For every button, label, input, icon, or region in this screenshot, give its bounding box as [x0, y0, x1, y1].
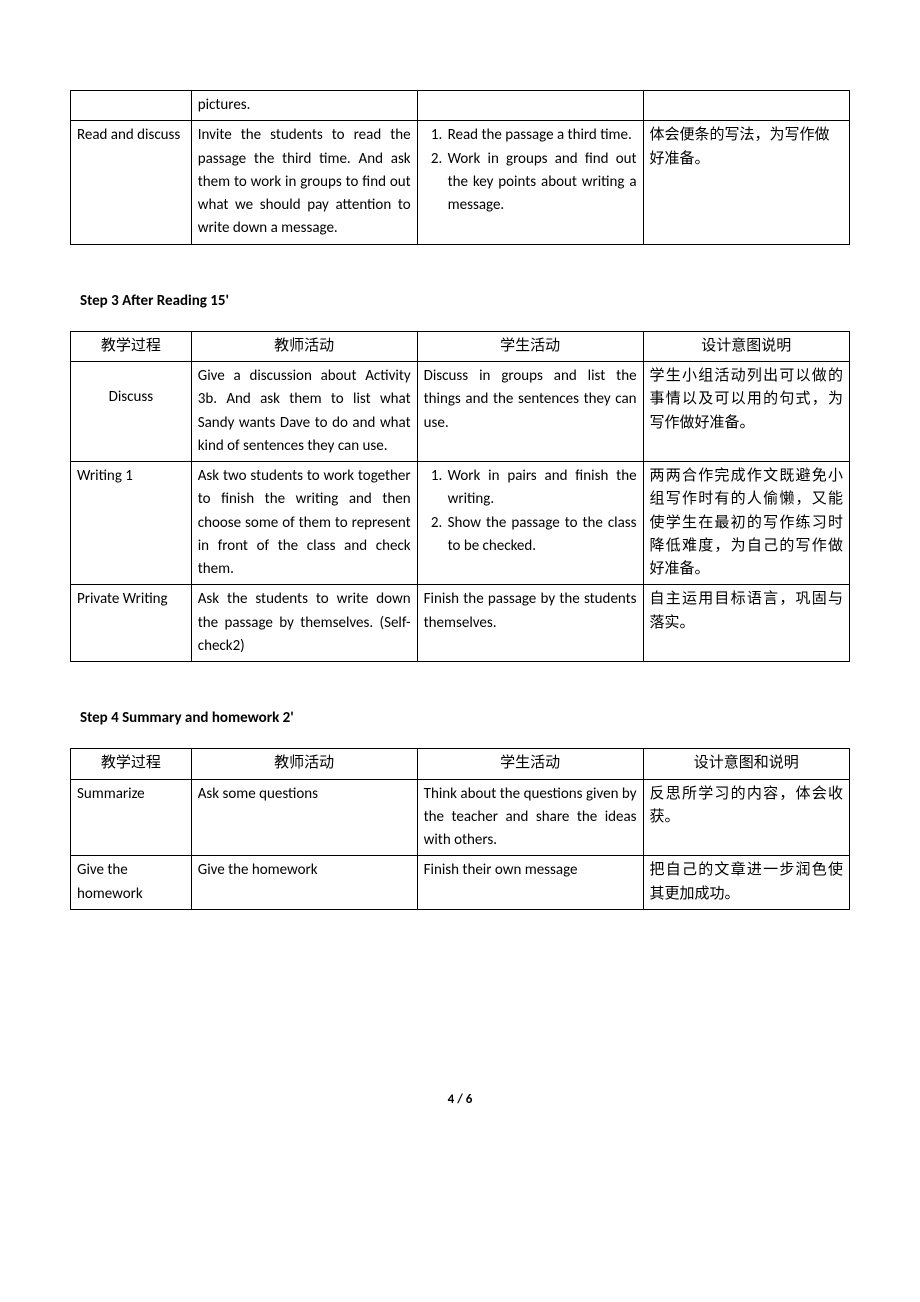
col-header-teacher: 教师活动: [191, 331, 417, 361]
cell-rationale: [643, 91, 849, 121]
col-header-rationale: 设计意图和说明: [643, 749, 849, 779]
cell-rationale: 两两合作完成作文既避免小组写作时有的人偷懒，又能使学生在最初的写作练习时降低难度…: [643, 462, 849, 585]
col-header-process: 教学过程: [71, 749, 192, 779]
table-step3: 教学过程 教师活动 学生活动 设计意图说明 Discuss Give a dis…: [70, 331, 850, 662]
table-step4: 教学过程 教师活动 学生活动 设计意图和说明 Summarize Ask som…: [70, 748, 850, 910]
page-number: 4 / 6: [70, 1090, 850, 1110]
cell-process: Private Writing: [71, 585, 192, 662]
cell-rationale: 自主运用目标语言，巩固与落实。: [643, 585, 849, 662]
cell-student: Read the passage a third time. Work in g…: [417, 121, 643, 244]
col-header-rationale: 设计意图说明: [643, 331, 849, 361]
cell-process: Read and discuss: [71, 121, 192, 244]
cell-teacher: Ask two students to work together to fin…: [191, 462, 417, 585]
list-item: Work in pairs and finish the writing.: [446, 465, 637, 512]
table-header-row: 教学过程 教师活动 学生活动 设计意图和说明: [71, 749, 850, 779]
cell-rationale: 体会便条的写法，为写作做好准备。: [643, 121, 849, 244]
table-row: Private Writing Ask the students to writ…: [71, 585, 850, 662]
col-header-process: 教学过程: [71, 331, 192, 361]
list-item: Show the passage to the class to be chec…: [446, 512, 637, 559]
table-row: Discuss Give a discussion about Activity…: [71, 362, 850, 462]
table-step2-continued: pictures. Read and discuss Invite the st…: [70, 90, 850, 245]
cell-teacher: Invite the students to read the passage …: [191, 121, 417, 244]
cell-process: Give the homework: [71, 856, 192, 910]
cell-rationale: 把自己的文章进一步润色使其更加成功。: [643, 856, 849, 910]
table-row: Give the homework Give the homework Fini…: [71, 856, 850, 910]
cell-process: Discuss: [71, 362, 192, 462]
cell-teacher: Give a discussion about Activity 3b. And…: [191, 362, 417, 462]
table-row: pictures.: [71, 91, 850, 121]
cell-rationale: 反思所学习的内容，体会收获。: [643, 779, 849, 856]
col-header-student: 学生活动: [417, 749, 643, 779]
list-item: Read the passage a third time.: [446, 124, 637, 147]
step4-heading: Step 4 Summary and homework 2': [80, 707, 850, 730]
cell-process: Writing 1: [71, 462, 192, 585]
col-header-student: 学生活动: [417, 331, 643, 361]
cell-teacher: Ask the students to write down the passa…: [191, 585, 417, 662]
cell-student: [417, 91, 643, 121]
cell-teacher: pictures.: [191, 91, 417, 121]
table-header-row: 教学过程 教师活动 学生活动 设计意图说明: [71, 331, 850, 361]
cell-student: Think about the questions given by the t…: [417, 779, 643, 856]
cell-process: Summarize: [71, 779, 192, 856]
cell-student: Finish their own message: [417, 856, 643, 910]
cell-process: [71, 91, 192, 121]
cell-student: Work in pairs and finish the writing. Sh…: [417, 462, 643, 585]
cell-teacher: Give the homework: [191, 856, 417, 910]
col-header-teacher: 教师活动: [191, 749, 417, 779]
cell-student: Discuss in groups and list the things an…: [417, 362, 643, 462]
table-row: Summarize Ask some questions Think about…: [71, 779, 850, 856]
table-row: Writing 1 Ask two students to work toget…: [71, 462, 850, 585]
table-row: Read and discuss Invite the students to …: [71, 121, 850, 244]
cell-teacher: Ask some questions: [191, 779, 417, 856]
step3-heading: Step 3 After Reading 15': [80, 290, 850, 313]
list-item: Work in groups and find out the key poin…: [446, 148, 637, 218]
cell-rationale: 学生小组活动列出可以做的事情以及可以用的句式，为写作做好准备。: [643, 362, 849, 462]
cell-student: Finish the passage by the students thems…: [417, 585, 643, 662]
